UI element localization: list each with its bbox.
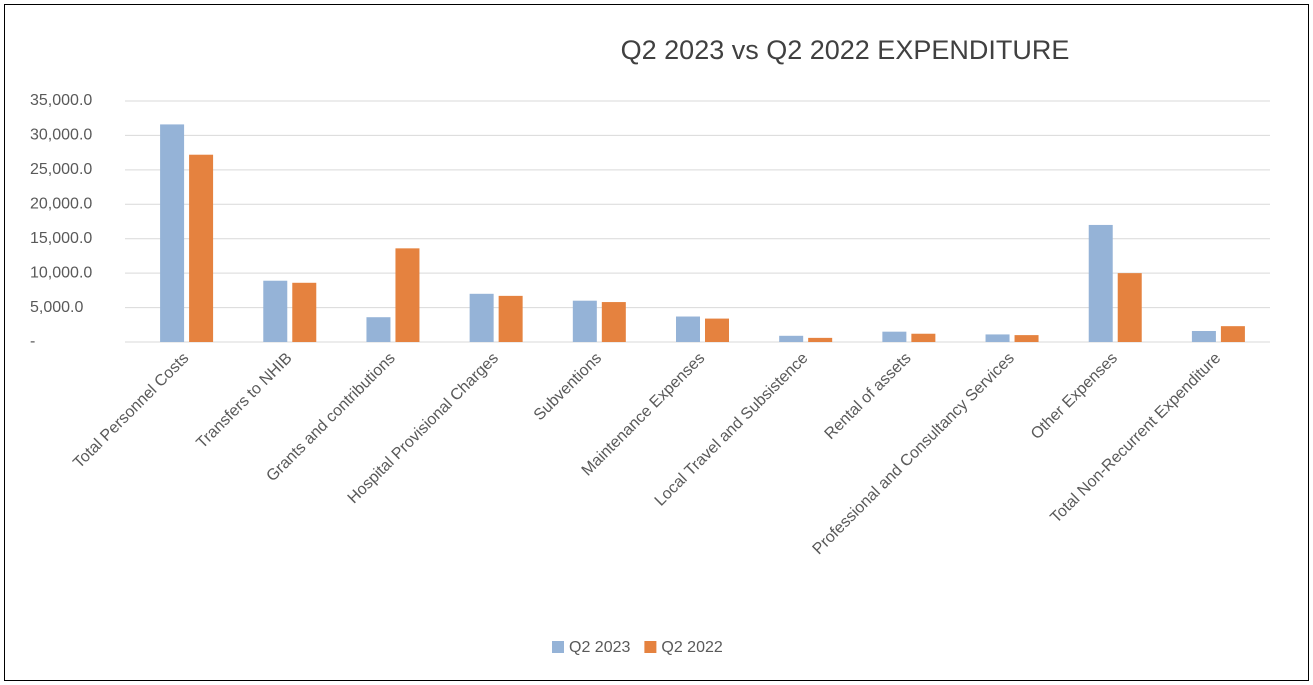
bar — [498, 295, 523, 342]
y-tick-label: 5,000.0 — [30, 299, 83, 316]
bar — [1117, 273, 1142, 342]
bar — [366, 317, 391, 342]
bar — [882, 331, 907, 342]
y-tick-label: 35,000.0 — [30, 92, 92, 109]
bar — [572, 300, 597, 342]
bar — [1014, 335, 1039, 342]
bar — [189, 154, 214, 342]
y-tick-label: 10,000.0 — [30, 264, 92, 281]
chart-title: Q2 2023 vs Q2 2022 EXPENDITURE — [621, 35, 1070, 65]
bar — [779, 335, 804, 342]
y-tick-label: - — [30, 333, 35, 350]
bar — [705, 318, 729, 342]
y-tick-label: 15,000.0 — [30, 230, 92, 247]
bar — [808, 337, 833, 342]
legend-label: Q2 2023 — [569, 639, 630, 656]
bar — [985, 334, 1010, 342]
bar — [395, 248, 420, 342]
bar — [1088, 224, 1113, 342]
y-tick-label: 25,000.0 — [30, 161, 92, 178]
y-tick-label: 20,000.0 — [30, 196, 92, 213]
y-tick-label: 30,000.0 — [30, 127, 92, 144]
bar — [469, 293, 494, 342]
legend-label: Q2 2022 — [661, 639, 722, 656]
bar — [263, 280, 288, 342]
bar — [292, 282, 317, 342]
legend-swatch — [644, 641, 657, 653]
bar — [160, 124, 185, 342]
bar — [1220, 326, 1245, 342]
bar — [601, 302, 626, 342]
bar — [1191, 330, 1216, 342]
bar — [676, 316, 700, 342]
bar — [911, 333, 936, 342]
legend-swatch — [552, 641, 564, 653]
